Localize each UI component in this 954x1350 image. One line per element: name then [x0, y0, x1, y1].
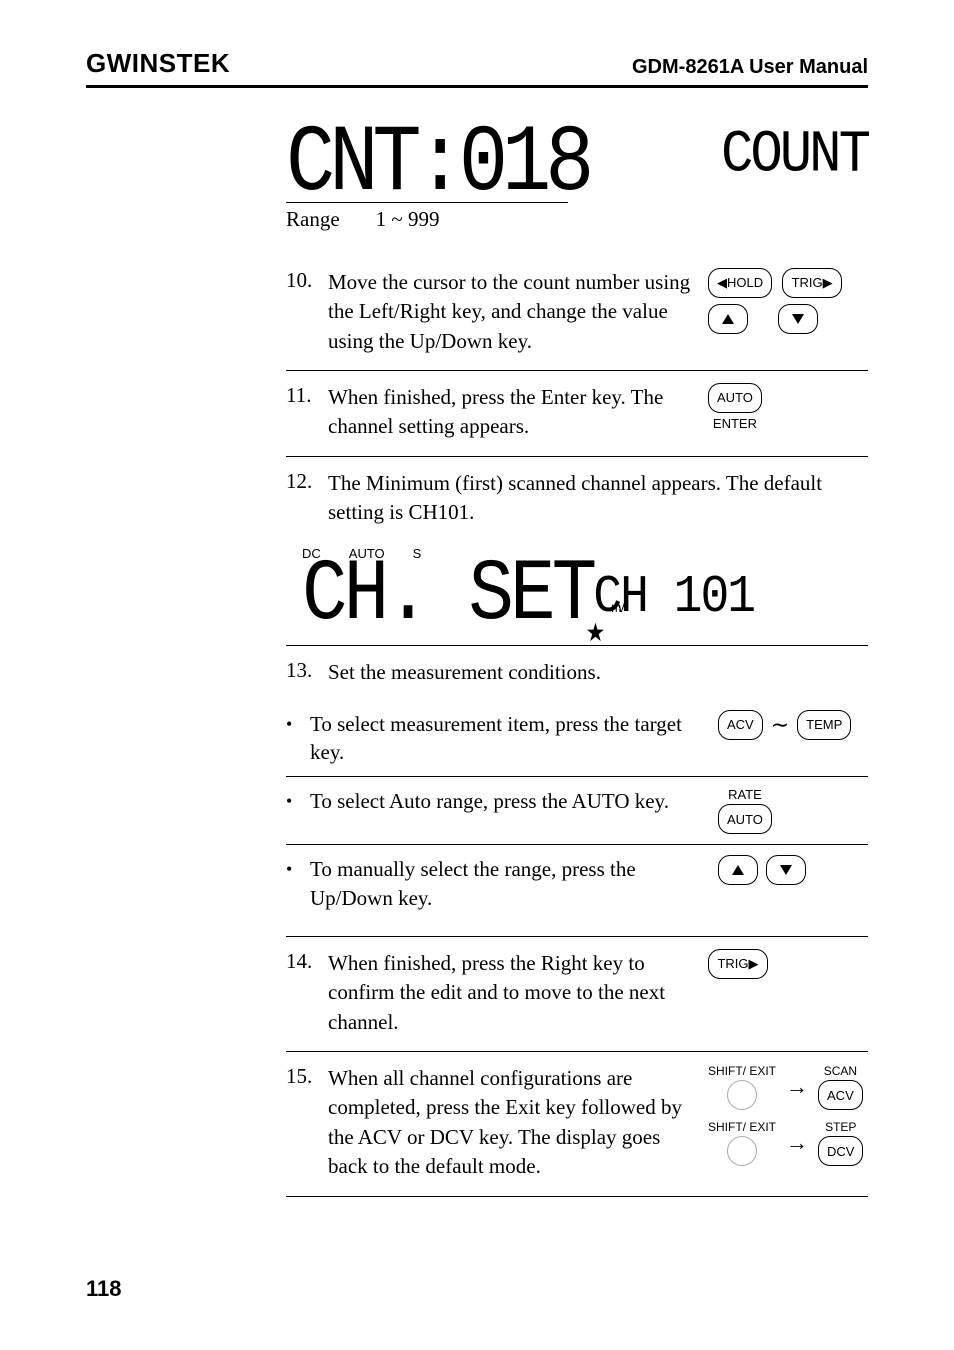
substep-13-2-text: To select Auto range, press the AUTO key…	[310, 787, 708, 815]
lcd-main-count: CNT:018	[286, 122, 588, 207]
trig-key: TRIG▶	[782, 268, 842, 298]
step-10-text: Move the cursor to the count number usin…	[328, 268, 700, 356]
auto-key: AUTO	[708, 383, 762, 413]
step-14-num: 14.	[286, 949, 320, 974]
scan-label: SCAN	[824, 1064, 857, 1078]
arrow-right-icon-2: →	[786, 1130, 808, 1156]
substep-13-3: • To manually select the range, press th…	[286, 844, 868, 922]
lcd-sub-ch101: CH 101	[593, 568, 754, 627]
manual-title: GDM-8261A User Manual	[632, 56, 868, 79]
shift-button-icon-2	[727, 1136, 757, 1166]
step-13-substeps: • To select measurement item, press the …	[286, 706, 868, 922]
step-10: 10. Move the cursor to the count number …	[286, 256, 868, 371]
substep-13-3-text: To manually select the range, press the …	[310, 855, 708, 912]
step-10-num: 10.	[286, 268, 320, 293]
substep-13-1-text: To select measurement item, press the ta…	[310, 710, 708, 767]
temp-key: TEMP	[797, 710, 851, 740]
trig-key-2: TRIG▶	[708, 949, 768, 979]
shift-button-icon	[727, 1080, 757, 1110]
bullet-icon: •	[286, 710, 300, 739]
step-13-num: 13.	[286, 658, 320, 687]
lcd-main-chset: CH. SET m V ★	[302, 558, 593, 632]
step-label: STEP	[825, 1120, 856, 1134]
page-header: GWINSTEK GDM-8261A User Manual	[86, 48, 868, 88]
auto-key-2: AUTO	[718, 804, 772, 834]
lcd-display-chset: DC AUTO S CH. SET m V ★ CH 101	[302, 546, 754, 628]
step-13-text: Set the measurement conditions.	[328, 658, 601, 687]
acv-key-2: ACV	[818, 1080, 863, 1110]
content-area: CNT:018 Range 1 ~ 999 COUNT 10. Move the…	[286, 128, 868, 1197]
step-15-text: When all channel configurations are comp…	[328, 1064, 700, 1182]
step-12-num: 12.	[286, 469, 320, 528]
up-arrow-key-2	[718, 855, 758, 885]
substep-13-2: • To select Auto range, press the AUTO k…	[286, 776, 868, 844]
step-12-text: The Minimum (first) scanned channel appe…	[328, 469, 868, 528]
substep-13-1: • To select measurement item, press the …	[286, 706, 868, 777]
step-15-keys: SHIFT/ EXIT → SCAN ACV SHIFT/ EXIT → STE…	[708, 1064, 868, 1166]
step-14-text: When finished, press the Right key to co…	[328, 949, 700, 1037]
enter-label: ENTER	[713, 416, 757, 431]
step-11-num: 11.	[286, 383, 320, 408]
shift-exit-label-2: SHIFT/ EXIT	[708, 1120, 776, 1134]
bullet-icon: •	[286, 855, 300, 884]
shift-exit-label-1: SHIFT/ EXIT	[708, 1064, 776, 1078]
dcv-key: DCV	[818, 1136, 863, 1166]
rate-label: RATE	[728, 787, 762, 802]
up-arrow-key	[708, 304, 748, 334]
arrow-right-icon: →	[786, 1074, 808, 1100]
step-10-keys: ◀HOLD TRIG▶	[708, 268, 868, 334]
bullet-icon: •	[286, 787, 300, 816]
lcd-sub-count: COUNT	[721, 130, 868, 183]
down-arrow-key	[778, 304, 818, 334]
step-13: 13. Set the measurement conditions. • To…	[286, 646, 868, 937]
step-15: 15. When all channel configurations are …	[286, 1052, 868, 1197]
page-number: 118	[86, 1276, 122, 1302]
hold-key: ◀HOLD	[708, 268, 772, 298]
step-11-text: When finished, press the Enter key. The …	[328, 383, 700, 442]
step-11-keys: AUTO ENTER	[708, 383, 868, 431]
step-11: 11. When finished, press the Enter key. …	[286, 371, 868, 457]
brand-logo: GWINSTEK	[86, 48, 230, 79]
step-12: 12. The Minimum (first) scanned channel …	[286, 457, 868, 646]
lcd-display-count: CNT:018 Range 1 ~ 999 COUNT	[286, 128, 868, 250]
down-arrow-key-2	[766, 855, 806, 885]
step-14-keys: TRIG▶	[708, 949, 868, 979]
tilde-icon: ∼	[771, 712, 789, 738]
step-14: 14. When finished, press the Right key t…	[286, 937, 868, 1052]
acv-key: ACV	[718, 710, 763, 740]
step-15-num: 15.	[286, 1064, 320, 1089]
